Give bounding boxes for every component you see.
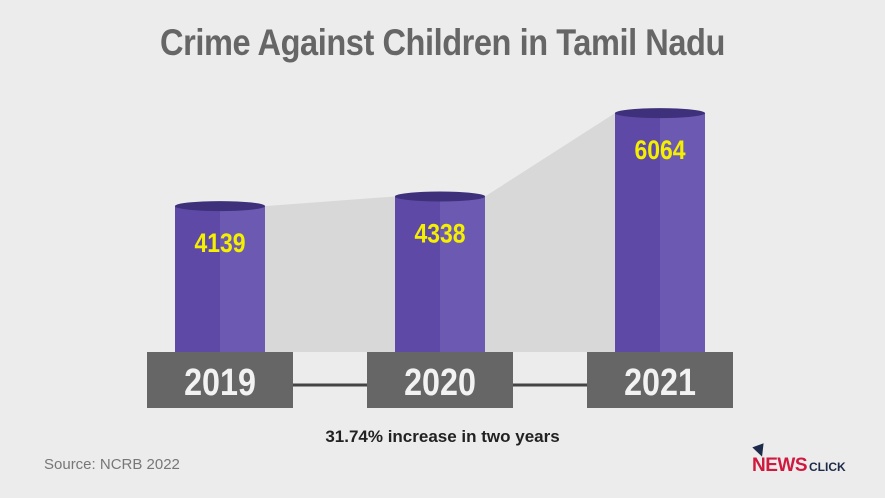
shadow-polygon xyxy=(265,196,395,352)
category-box xyxy=(147,352,293,408)
category-box xyxy=(367,352,513,408)
category-label: 2021 xyxy=(624,362,696,404)
value-label: 4139 xyxy=(194,228,245,258)
value-label: 4338 xyxy=(414,219,465,249)
bar-highlight xyxy=(440,196,485,352)
logo-news: NEWS xyxy=(752,455,808,476)
bar-highlight xyxy=(660,113,705,353)
category-box xyxy=(587,352,733,408)
chart-title: Crime Against Children in Tamil Nadu xyxy=(160,22,725,63)
bar-top xyxy=(395,191,485,202)
shadow-polygon xyxy=(485,113,615,353)
bar-top xyxy=(175,201,265,212)
source-note: Source: NCRB 2022 xyxy=(44,456,180,473)
category-label: 2020 xyxy=(404,362,476,404)
value-label: 6064 xyxy=(634,135,685,165)
newsclick-logo: NEWS CLICK xyxy=(752,443,846,477)
increase-annotation: 31.74% increase in two years xyxy=(325,427,560,446)
bar-top xyxy=(615,108,705,119)
bar-highlight xyxy=(220,206,265,352)
category-label: 2019 xyxy=(184,362,256,404)
logo-click: CLICK xyxy=(809,460,846,474)
